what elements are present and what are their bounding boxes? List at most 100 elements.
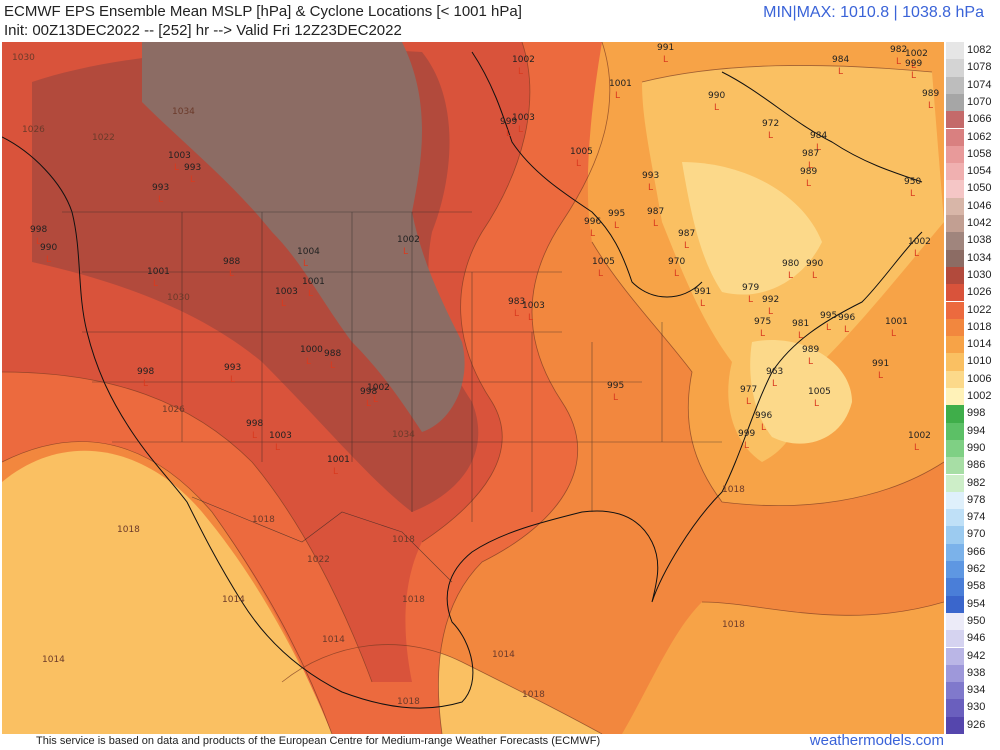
low-center-marker: L bbox=[914, 249, 919, 259]
low-center-marker: L bbox=[653, 219, 658, 229]
cyclone-pressure-label: 998 bbox=[137, 367, 154, 377]
cyclone-pressure-label: 999 bbox=[500, 117, 517, 127]
low-center-marker: L bbox=[36, 237, 41, 247]
low-center-marker: L bbox=[768, 131, 773, 141]
low-center-marker: L bbox=[275, 443, 280, 453]
legend-swatch bbox=[946, 526, 964, 544]
cyclone-pressure-label: 988 bbox=[324, 349, 341, 359]
cyclone-pressure-label: 977 bbox=[740, 385, 757, 395]
isobar-label: 1022 bbox=[92, 133, 115, 143]
legend-swatch bbox=[946, 284, 964, 302]
legend-label: 1006 bbox=[967, 372, 992, 385]
cyclone-pressure-label: 1000 bbox=[300, 345, 323, 355]
low-center-marker: L bbox=[303, 259, 308, 269]
legend-swatch bbox=[946, 336, 964, 354]
cyclone-pressure-label: 983 bbox=[508, 297, 525, 307]
low-center-marker: L bbox=[914, 443, 919, 453]
low-center-marker: L bbox=[514, 309, 519, 319]
legend-row: 1054 bbox=[946, 163, 1000, 181]
cyclone-pressure-label: 990 bbox=[40, 243, 57, 253]
cyclone-pressure-label: 993 bbox=[224, 363, 241, 373]
cyclone-pressure-label: 998 bbox=[30, 225, 47, 235]
low-center-marker: L bbox=[798, 331, 803, 341]
low-center-marker: L bbox=[761, 423, 766, 433]
legend-label: 1058 bbox=[967, 147, 992, 160]
chart-subtitle: Init: 00Z13DEC2022 -- [252] hr --> Valid… bbox=[4, 22, 402, 39]
legend-row: 1066 bbox=[946, 111, 1000, 129]
legend-swatch bbox=[946, 232, 964, 250]
legend-swatch bbox=[946, 647, 964, 665]
cyclone-pressure-label: 982 bbox=[890, 45, 907, 55]
cyclone-pressure-label: 1002 bbox=[397, 235, 420, 245]
cyclone-pressure-label: 988 bbox=[223, 257, 240, 267]
legend-swatch bbox=[946, 682, 964, 700]
cyclone-pressure-label: 1002 bbox=[512, 55, 535, 65]
legend-swatch bbox=[946, 197, 964, 215]
legend-swatch bbox=[946, 716, 964, 734]
cyclone-pressure-label: 950 bbox=[904, 177, 921, 187]
low-center-marker: L bbox=[684, 241, 689, 251]
cyclone-pressure-label: 1001 bbox=[302, 277, 325, 287]
cyclone-pressure-label: 987 bbox=[678, 229, 695, 239]
isobar-label: 1018 bbox=[397, 697, 420, 707]
legend-swatch bbox=[946, 457, 964, 475]
low-center-marker: L bbox=[714, 103, 719, 113]
legend-row: 974 bbox=[946, 509, 1000, 527]
legend-label: 1018 bbox=[967, 320, 992, 333]
legend-label: 1034 bbox=[967, 251, 992, 264]
isobar-label: 1030 bbox=[12, 53, 35, 63]
legend-swatch bbox=[946, 630, 964, 648]
min-max-readout: MIN|MAX: 1010.8 | 1038.8 hPa bbox=[763, 4, 984, 21]
cyclone-pressure-label: 996 bbox=[838, 313, 855, 323]
legend-row: 1022 bbox=[946, 301, 1000, 319]
legend-label: 1030 bbox=[967, 268, 992, 281]
legend-swatch bbox=[946, 318, 964, 337]
cyclone-pressure-label: 1003 bbox=[168, 151, 191, 161]
isobar-label: 1018 bbox=[722, 485, 745, 495]
footer: This service is based on data and produc… bbox=[0, 732, 1000, 750]
cyclone-pressure-label: 993 bbox=[152, 183, 169, 193]
legend-row: 942 bbox=[946, 647, 1000, 665]
legend-row: 982 bbox=[946, 474, 1000, 492]
legend-label: 1010 bbox=[967, 355, 992, 368]
isobar-label: 1014 bbox=[42, 655, 65, 665]
legend-label: 970 bbox=[967, 528, 986, 541]
legend-swatch bbox=[946, 595, 964, 613]
brand-link[interactable]: weathermodels.com bbox=[809, 732, 944, 749]
legend-label: 1046 bbox=[967, 199, 992, 212]
low-center-marker: L bbox=[816, 143, 821, 153]
legend-label: 1074 bbox=[967, 78, 992, 91]
isobar-label: 1014 bbox=[322, 635, 345, 645]
pressure-map: 1030 1034 1026 1022 1018 1014 1018 1018 1014 1034… bbox=[2, 42, 944, 734]
low-center-marker: L bbox=[528, 313, 533, 323]
cyclone-pressure-label: 1002 bbox=[367, 383, 390, 393]
cyclone-pressure-label: 1002 bbox=[905, 49, 928, 59]
legend-swatch bbox=[946, 93, 964, 112]
legend-label: 978 bbox=[967, 493, 986, 506]
legend-label: 954 bbox=[967, 597, 986, 610]
legend-swatch bbox=[946, 561, 964, 579]
legend-row: 950 bbox=[946, 612, 1000, 631]
cyclone-pressure-label: 987 bbox=[647, 207, 664, 217]
cyclone-pressure-label: 979 bbox=[742, 283, 759, 293]
low-center-marker: L bbox=[281, 299, 286, 309]
cyclone-pressure-label: 993 bbox=[184, 163, 201, 173]
legend-label: 930 bbox=[967, 701, 986, 714]
legend-row: 970 bbox=[946, 526, 1000, 544]
isobar-label: 1034 bbox=[172, 107, 195, 117]
legend-label: 1082 bbox=[967, 44, 992, 56]
cyclone-pressure-label: 1002 bbox=[908, 237, 931, 247]
legend-swatch bbox=[946, 128, 964, 146]
legend-swatch bbox=[946, 180, 964, 198]
cyclone-pressure-label: 980 bbox=[782, 259, 799, 269]
legend-label: 1066 bbox=[967, 113, 992, 126]
legend-label: 1014 bbox=[967, 338, 992, 351]
legend-swatch bbox=[946, 439, 964, 458]
legend-row: 1070 bbox=[946, 93, 1000, 112]
low-center-marker: L bbox=[648, 183, 653, 193]
cyclone-pressure-label: 989 bbox=[800, 167, 817, 177]
cyclone-pressure-label: 996 bbox=[755, 411, 772, 421]
legend-swatch bbox=[946, 76, 964, 94]
legend-swatch bbox=[946, 491, 964, 510]
cyclone-pressure-label: 999 bbox=[738, 429, 755, 439]
